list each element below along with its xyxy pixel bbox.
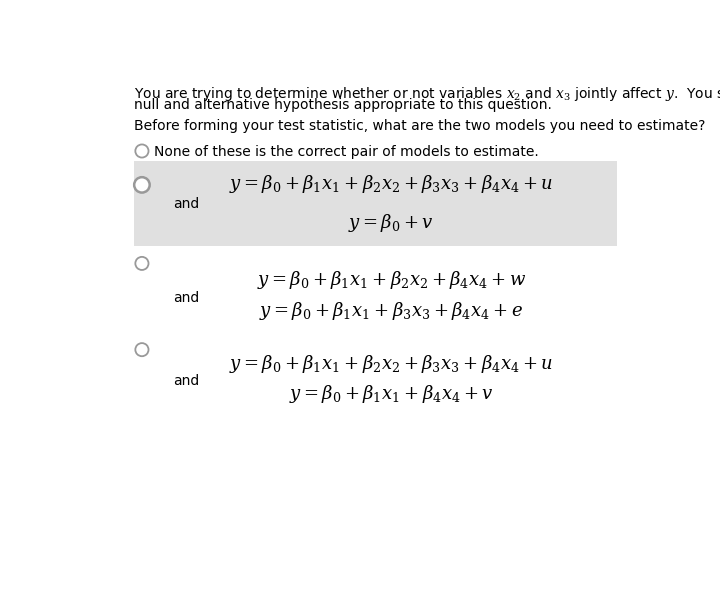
Text: $y = \beta_0 + \beta_1 x_1 + \beta_3 x_3 + \beta_4 x_4 + e$: $y = \beta_0 + \beta_1 x_1 + \beta_3 x_3… <box>259 300 523 322</box>
Text: $y = \beta_0 + \beta_1 x_1 + \beta_4 x_4 + v$: $y = \beta_0 + \beta_1 x_1 + \beta_4 x_4… <box>289 383 493 405</box>
Text: and: and <box>173 197 199 211</box>
Text: You are trying to determine whether or not variables $x_2$ and $x_3$ jointly aff: You are trying to determine whether or n… <box>134 85 720 103</box>
Text: $y = \beta_0 + \beta_1 x_1 + \beta_2 x_2 + \beta_3 x_3 + \beta_4 x_4 + u$: $y = \beta_0 + \beta_1 x_1 + \beta_2 x_2… <box>229 173 553 194</box>
Text: None of these is the correct pair of models to estimate.: None of these is the correct pair of mod… <box>154 145 539 159</box>
Circle shape <box>135 144 148 158</box>
Text: and: and <box>173 291 199 305</box>
Text: null and alternative hypothesis appropriate to this question.: null and alternative hypothesis appropri… <box>134 98 552 112</box>
Text: Before forming your test statistic, what are the two models you need to estimate: Before forming your test statistic, what… <box>134 119 706 132</box>
Text: $y = \beta_0 + \beta_1 x_1 + \beta_2 x_2 + \beta_4 x_4 + w$: $y = \beta_0 + \beta_1 x_1 + \beta_2 x_2… <box>256 269 526 291</box>
Circle shape <box>134 177 150 193</box>
Circle shape <box>135 343 148 356</box>
Text: $y = \beta_0 + v$: $y = \beta_0 + v$ <box>348 212 434 234</box>
Text: and: and <box>173 374 199 388</box>
Circle shape <box>135 257 148 270</box>
Text: $y = \beta_0 + \beta_1 x_1 + \beta_2 x_2 + \beta_3 x_3 + \beta_4 x_4 + u$: $y = \beta_0 + \beta_1 x_1 + \beta_2 x_2… <box>229 353 553 375</box>
FancyBboxPatch shape <box>134 161 617 246</box>
